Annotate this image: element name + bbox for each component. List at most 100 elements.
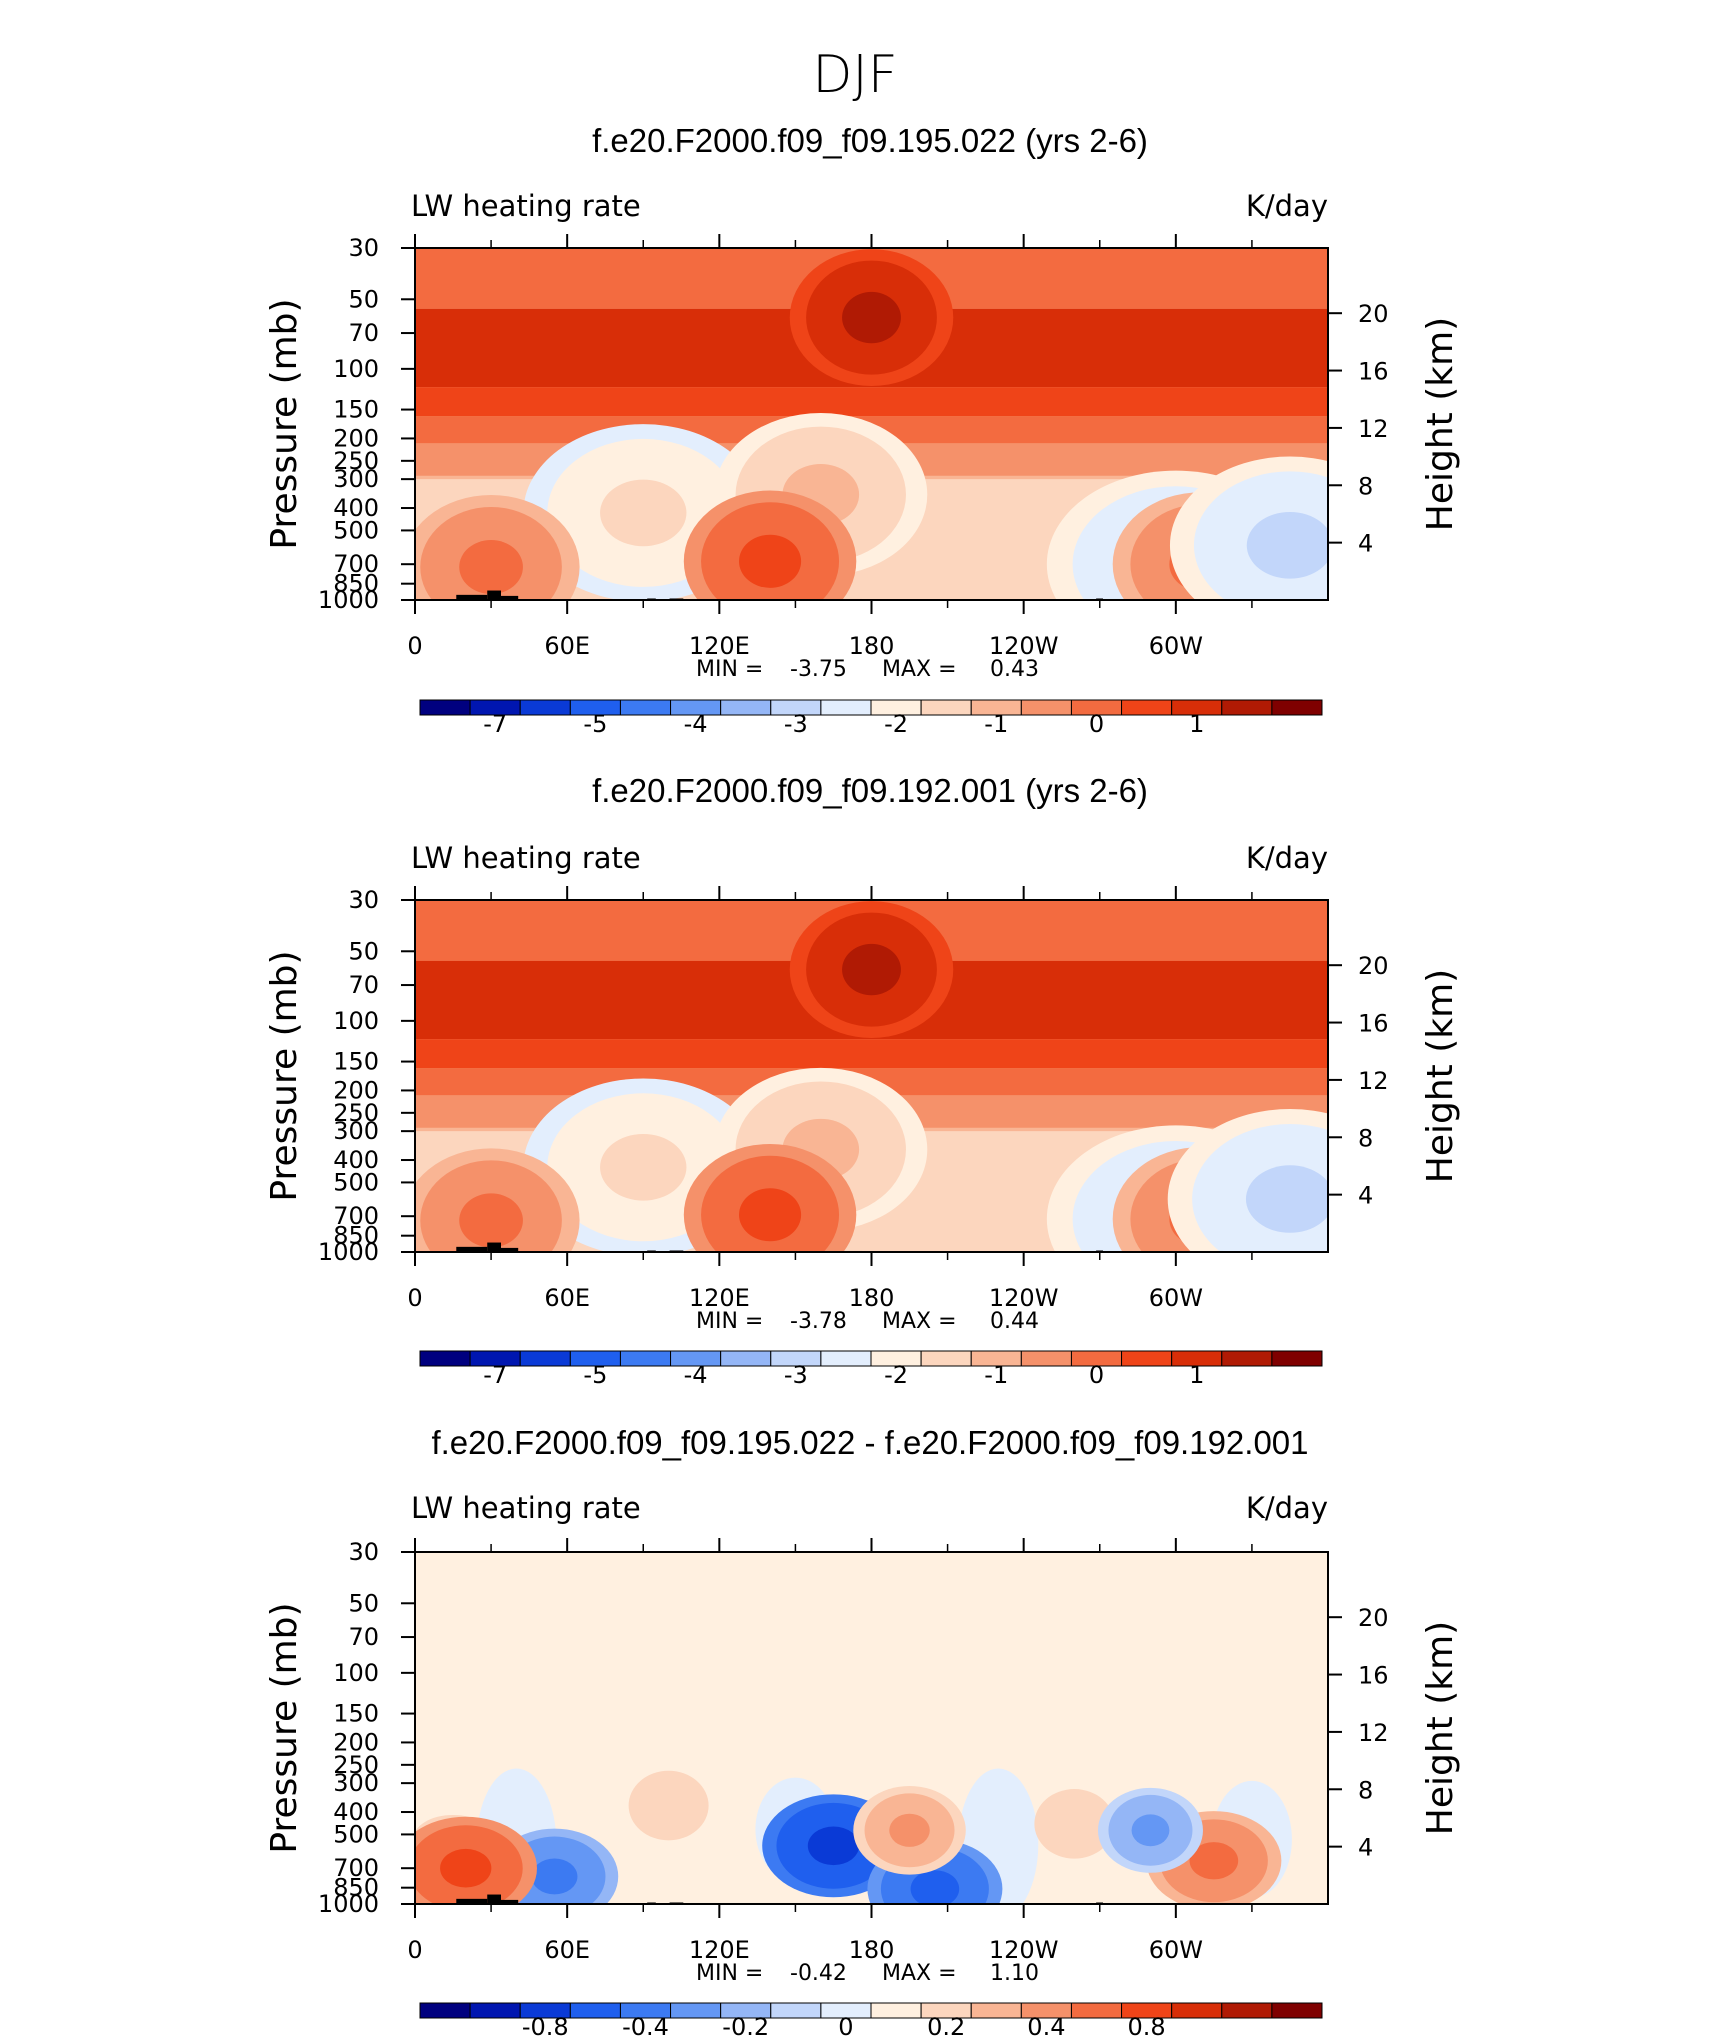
colorbar-swatch: [970, 2002, 1022, 2019]
colorbar-swatch: [820, 1350, 872, 1367]
colorbar-label: -0.4: [622, 2013, 669, 2038]
heating-band: [415, 387, 1328, 417]
min-value: -3.78: [790, 1309, 847, 1334]
colorbar-swatch: [1121, 699, 1173, 716]
y-tick-label: 70: [348, 319, 379, 347]
y-right-tick-label: 12: [1358, 415, 1389, 443]
panel-3: f.e20.F2000.f09_f09.195.022 - f.e20.F200…: [264, 1424, 1461, 2038]
y-tick-label: 850: [333, 1874, 379, 1902]
x-tick-label: 60E: [544, 1284, 590, 1312]
x-tick-label: 120W: [989, 1936, 1059, 1964]
colorbar-swatch: [619, 699, 672, 716]
colorbar-swatch: [670, 2002, 722, 2019]
panel-2: f.e20.F2000.f09_f09.192.001 (yrs 2-6) LW …: [264, 772, 1461, 1389]
max-value: 0.44: [990, 1309, 1039, 1334]
x-tick-label: 0: [407, 632, 422, 660]
colorbar-swatch: [1121, 1350, 1173, 1367]
contour-core: [1131, 1814, 1170, 1847]
y-axis-title: Pressure (mb): [264, 298, 305, 549]
y-tick-label: 1000: [318, 1238, 379, 1266]
x-tick-label: 60W: [1149, 1936, 1203, 1964]
colorbar-label: -5: [583, 710, 607, 738]
x-tick-label: 180: [849, 1936, 895, 1964]
colorbar-swatch: [720, 1350, 772, 1367]
colorbar-swatch: [419, 1350, 471, 1367]
y-right-tick-label: 12: [1358, 1067, 1389, 1095]
colorbar-label: -1: [984, 710, 1008, 738]
colorbar-swatch: [1221, 1350, 1273, 1367]
y-tick-label: 50: [348, 285, 379, 313]
contour-core: [1245, 1165, 1328, 1233]
colorbar: -7 -5 -4 -3 -2 -1 0 1: [419, 1350, 1323, 1389]
y-right-tick-label: 8: [1358, 1124, 1373, 1152]
y-tick-label: 250: [333, 447, 379, 475]
y-tick-label: 300: [333, 1769, 379, 1797]
y-tick-label: 700: [333, 1202, 379, 1230]
y-tick-label: 250: [333, 1099, 379, 1127]
colorbar-swatch: [1221, 699, 1273, 716]
x-tick-label: 60E: [544, 1936, 590, 1964]
colorbar-swatch: [920, 699, 972, 716]
y-tick-label: 700: [333, 550, 379, 578]
y-tick-label: 200: [333, 1076, 379, 1104]
topography: [487, 1242, 501, 1252]
colorbar-label: -3: [784, 1361, 808, 1389]
y-tick-label: 1000: [318, 1890, 379, 1918]
y-tick-label: 150: [333, 1700, 379, 1728]
y-right-tick-label: 4: [1358, 530, 1373, 558]
topography: [487, 1894, 501, 1904]
x-tick-label: 60W: [1149, 632, 1203, 660]
y-right-axis-title: Height (km): [1420, 317, 1461, 531]
topography: [501, 1247, 519, 1252]
colorbar-swatch: [1020, 1350, 1072, 1367]
left-label: LW heating rate: [411, 1491, 641, 1525]
topography: [456, 594, 488, 600]
min-label: MIN =: [696, 1309, 763, 1334]
colorbar-label: -1: [984, 1361, 1008, 1389]
y-tick-label: 30: [348, 234, 379, 262]
y-tick-label: 70: [348, 971, 379, 999]
colorbar-swatch: [419, 699, 471, 716]
contour-core: [459, 1193, 523, 1248]
x-tick-label: 120W: [989, 1284, 1059, 1312]
x-tick-label: 180: [849, 632, 895, 660]
colorbar-swatch: [1271, 2002, 1323, 2019]
colorbar-label: 0.4: [1027, 2013, 1065, 2038]
x-tick-label: 60E: [544, 632, 590, 660]
contour-core: [600, 479, 687, 547]
y-tick-label: 150: [333, 1048, 379, 1076]
right-label: K/day: [1246, 189, 1328, 223]
contour-field: [415, 1552, 1328, 1904]
colorbar-swatch: [720, 699, 772, 716]
y-tick-label: 500: [333, 1168, 379, 1196]
y-axis-title: Pressure (mb): [264, 1602, 305, 1853]
heating-band: [415, 1039, 1328, 1069]
topography: [487, 590, 501, 600]
colorbar-label: -7: [483, 710, 507, 738]
y-tick-label: 500: [333, 1820, 379, 1848]
contour-core: [440, 1848, 492, 1888]
y-right-tick-label: 4: [1358, 1182, 1373, 1210]
colorbar-label: -4: [684, 1361, 708, 1389]
left-label: LW heating rate: [411, 841, 641, 875]
colorbar-label: -2: [884, 1361, 908, 1389]
x-tick-label: 0: [407, 1284, 422, 1312]
colorbar-label: -2: [884, 710, 908, 738]
y-tick-label: 400: [333, 494, 379, 522]
topography: [501, 1899, 519, 1904]
panel-title: f.e20.F2000.f09_f09.192.001 (yrs 2-6): [592, 772, 1148, 809]
y-right-tick-label: 4: [1358, 1834, 1373, 1862]
min-value: -3.75: [790, 657, 847, 682]
x-tick-label: 120W: [989, 632, 1059, 660]
colorbar-label: 1: [1189, 710, 1204, 738]
colorbar-swatch: [1271, 1350, 1323, 1367]
min-label: MIN =: [696, 657, 763, 682]
y-tick-label: 1000: [318, 586, 379, 614]
y-tick-label: 100: [333, 355, 379, 383]
colorbar-swatch: [820, 699, 872, 716]
panel-1: f.e20.F2000.f09_f09.195.022 (yrs 2-6) LW …: [264, 122, 1461, 738]
contour-core: [600, 1133, 687, 1201]
colorbar-swatch: [920, 1350, 972, 1367]
figure-title: DJF: [812, 45, 897, 105]
